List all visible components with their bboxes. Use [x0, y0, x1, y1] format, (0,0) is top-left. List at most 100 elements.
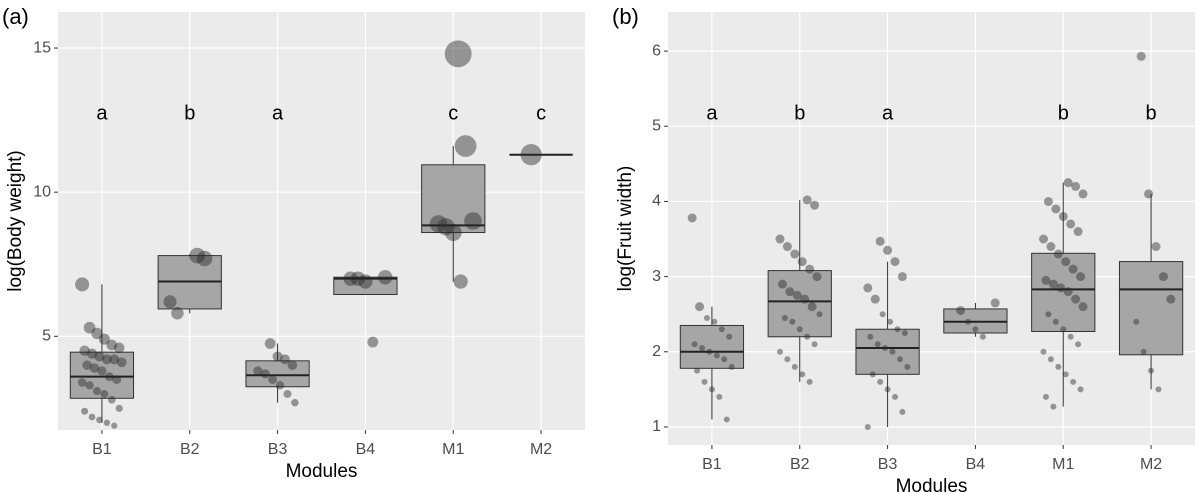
point: [112, 375, 122, 384]
point: [97, 366, 107, 376]
point: [877, 378, 884, 385]
box: [679, 324, 745, 369]
box: [69, 351, 135, 399]
point: [464, 212, 482, 230]
point: [1053, 249, 1063, 259]
group-letter: a: [272, 102, 284, 124]
panel-label: (b): [612, 4, 639, 29]
point: [107, 395, 116, 404]
point: [260, 369, 270, 379]
x-tick-label: M2: [530, 441, 552, 458]
point: [1058, 211, 1068, 221]
point: [883, 245, 893, 255]
point: [103, 419, 111, 426]
point: [79, 345, 90, 356]
point: [691, 341, 698, 348]
y-tick-label: 1: [652, 418, 661, 435]
point: [1140, 348, 1147, 355]
point: [89, 363, 100, 373]
point: [867, 333, 874, 340]
point: [711, 318, 718, 325]
point: [706, 348, 713, 355]
point: [781, 314, 788, 321]
point: [708, 386, 715, 393]
point: [1040, 348, 1047, 355]
point: [113, 342, 125, 354]
point: [804, 333, 811, 340]
y-tick-label: 15: [33, 39, 51, 56]
point: [1038, 234, 1048, 244]
plot-background: [668, 12, 1195, 445]
x-tick-label: M2: [1140, 456, 1162, 473]
x-tick-label: M1: [1052, 456, 1074, 473]
point: [268, 375, 278, 384]
point: [810, 200, 820, 210]
point: [1066, 219, 1076, 229]
point: [884, 386, 891, 393]
x-tick-label: B2: [790, 456, 810, 473]
point: [377, 269, 393, 285]
point: [901, 329, 908, 336]
point: [887, 318, 894, 325]
box: [767, 270, 832, 338]
point: [800, 294, 810, 304]
point: [253, 366, 263, 376]
box: [421, 164, 486, 234]
point: [283, 389, 292, 398]
point: [82, 360, 92, 370]
x-tick-label: B4: [966, 456, 986, 473]
point: [790, 249, 800, 259]
point: [726, 333, 733, 340]
point: [816, 311, 823, 318]
point: [1155, 386, 1162, 393]
point: [171, 307, 184, 320]
point: [1060, 326, 1067, 333]
point: [280, 354, 290, 365]
point: [805, 264, 815, 274]
point: [1063, 287, 1073, 297]
point: [1052, 318, 1059, 325]
panel-label: (a): [2, 4, 29, 29]
point: [437, 218, 455, 236]
point: [811, 341, 818, 348]
point: [101, 354, 112, 365]
point: [92, 387, 102, 396]
point: [100, 389, 109, 398]
group-letter: a: [96, 102, 108, 124]
point: [791, 363, 798, 370]
point: [797, 257, 807, 267]
point: [350, 271, 366, 286]
point: [291, 398, 299, 407]
y-tick-label: 5: [42, 328, 51, 345]
y-tick-label: 5: [652, 117, 661, 134]
point: [444, 224, 462, 242]
point: [806, 378, 813, 385]
point: [429, 215, 448, 233]
point: [1151, 242, 1161, 252]
point: [695, 302, 705, 312]
point: [1148, 367, 1155, 374]
point: [1055, 363, 1062, 370]
point: [785, 287, 795, 297]
point: [81, 407, 89, 415]
group-letter: c: [448, 102, 458, 124]
point: [718, 326, 725, 333]
point: [1077, 386, 1084, 393]
point: [701, 378, 708, 385]
point: [1045, 311, 1052, 318]
point: [520, 144, 542, 166]
point: [1051, 204, 1061, 214]
group-letter: b: [1058, 102, 1069, 124]
point: [990, 298, 1000, 308]
x-tick-label: M1: [442, 441, 464, 458]
point: [196, 250, 213, 267]
point: [687, 213, 697, 223]
point: [965, 318, 972, 325]
point: [897, 272, 907, 282]
box: [245, 360, 310, 388]
point: [728, 363, 735, 370]
point: [699, 345, 706, 352]
group-letter: a: [882, 102, 894, 124]
point: [1046, 242, 1056, 252]
point: [104, 372, 114, 382]
